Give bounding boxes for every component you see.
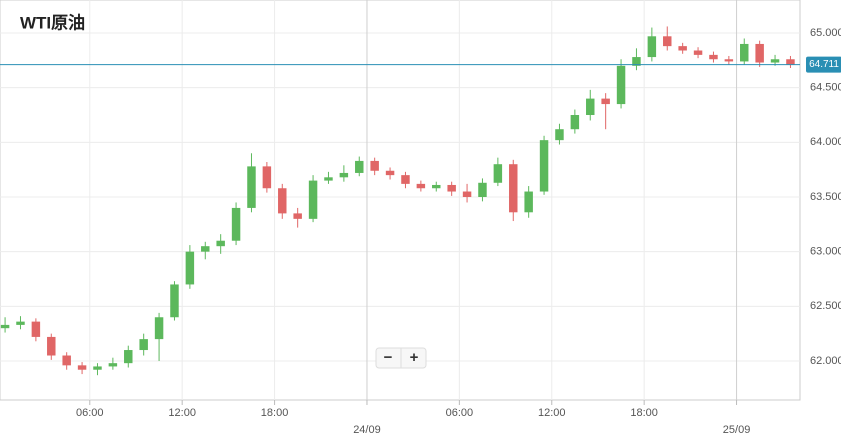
candle-body (385, 170, 395, 176)
candle-body (770, 59, 780, 63)
x-tick-label: 12:00 (538, 407, 566, 419)
candle-body (77, 365, 87, 370)
zoom-controls: − + (375, 347, 427, 369)
y-tick-label: 64.500 (810, 82, 841, 94)
candle-body (16, 321, 25, 325)
candle-body (231, 207, 241, 241)
candle-body (247, 166, 256, 208)
x-tick-label: 18:00 (261, 407, 289, 419)
candle-body (647, 36, 657, 58)
zoom-out-button[interactable]: − (384, 349, 393, 366)
candle-body (570, 115, 580, 130)
candle-body (31, 321, 41, 337)
candle-body (416, 183, 426, 189)
candle-body (678, 46, 687, 51)
candle-body (755, 43, 764, 63)
candle-body (62, 355, 71, 366)
candle-body (709, 54, 718, 60)
candle-body (524, 191, 533, 213)
candle-body (108, 363, 118, 367)
plot-border (0, 0, 801, 401)
candle-body (740, 43, 749, 62)
candle-body (616, 65, 626, 105)
candle-body (262, 166, 272, 189)
candle-body (724, 59, 734, 62)
x-tick-label: 06:00 (76, 407, 104, 419)
candle-body (786, 59, 795, 65)
candle-body (170, 284, 179, 318)
candle-body (555, 129, 564, 141)
candle-body (447, 184, 456, 192)
candle-body (539, 140, 549, 192)
candle-body (278, 188, 287, 214)
last-price-box (806, 56, 841, 73)
candle-body (339, 172, 349, 178)
candle-body (47, 336, 56, 356)
x-tick-label: 25/09 (723, 424, 751, 436)
candle-body (201, 246, 210, 252)
candle-body (0, 324, 10, 329)
candle-body (601, 98, 610, 105)
candle-body (308, 180, 318, 219)
x-tick-label: 06:00 (446, 407, 474, 419)
candle-body (154, 317, 164, 340)
candle-body (355, 160, 364, 173)
y-tick-label: 62.000 (810, 355, 841, 367)
y-tick-label: 62.500 (810, 300, 841, 312)
candle-body (493, 164, 503, 183)
y-tick-label: 63.000 (810, 246, 841, 258)
candle-body (693, 50, 703, 55)
candle-body (370, 160, 379, 171)
candle-body (632, 57, 641, 66)
x-tick-label: 24/09 (353, 424, 381, 436)
candle-body (663, 36, 672, 47)
candle-body (324, 177, 333, 181)
candle-body (293, 213, 302, 219)
candle-body (586, 98, 595, 116)
chart-title: WTI原油 (20, 12, 85, 32)
x-tick-label: 12:00 (168, 407, 196, 419)
candle-body (185, 251, 195, 285)
candle-body (124, 350, 133, 364)
y-tick-label: 64.000 (810, 136, 841, 148)
candle-body (139, 339, 148, 351)
candle-body (478, 182, 487, 197)
candle-body (432, 184, 441, 189)
candle-body (401, 175, 410, 184)
candle-body (216, 240, 225, 247)
x-tick-label: 18:00 (630, 407, 658, 419)
last-price-label: 64.711 (809, 59, 839, 70)
candle-body (93, 366, 102, 370)
y-tick-label: 63.500 (810, 191, 841, 203)
candle-body (462, 191, 472, 197)
y-tick-label: 65.000 (810, 27, 841, 39)
candle-body (509, 164, 518, 213)
zoom-in-button[interactable]: + (410, 349, 419, 366)
